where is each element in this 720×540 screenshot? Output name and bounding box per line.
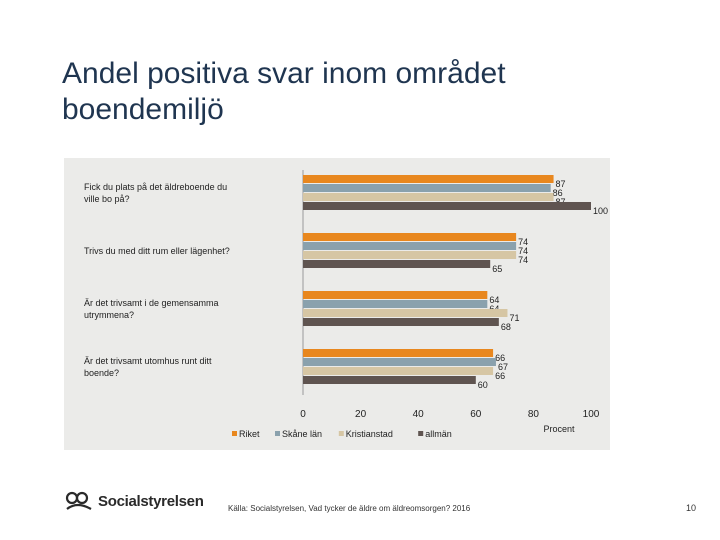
bar-allmän-1 (303, 202, 591, 210)
bar-chart: Fick du plats på det äldreboende du ville… (84, 170, 608, 439)
data-label-4-1: 66 (495, 353, 505, 363)
bar-skåne-län-1 (303, 184, 551, 192)
bar-riket-1 (303, 175, 554, 183)
category-label-3: Är det trivsamt i de gemensamma utrymmena… (84, 298, 219, 320)
socialstyrelsen-emblem-icon (65, 491, 92, 510)
data-label-4-2: 67 (498, 362, 508, 372)
bar-riket-3 (303, 291, 488, 299)
data-label-3-4: 68 (501, 322, 511, 332)
legend-label-2: Skåne län (282, 429, 322, 439)
bar-skåne-län-3 (303, 300, 488, 308)
bar-allmän-3 (303, 318, 499, 326)
logo-text: Socialstyrelsen (98, 492, 204, 510)
bar-kristianstad-2 (303, 251, 517, 259)
bar-kristianstad-1 (303, 193, 554, 201)
bar-kristianstad-4 (303, 367, 494, 375)
data-label-2-1: 74 (518, 237, 528, 247)
x-axis-label: Procent (543, 424, 575, 434)
data-label-1-4: 100 (593, 206, 608, 216)
data-label-4-3: 66 (495, 371, 505, 381)
data-label-3-1: 64 (489, 295, 499, 305)
legend-label-4: allmän (425, 429, 452, 439)
source-note: Källa: Socialstyrelsen, Vad tycker de äl… (228, 504, 471, 513)
x-tick-label-100: 100 (583, 409, 600, 420)
legend-label-1: Riket (239, 429, 260, 439)
bar-riket-2 (303, 233, 517, 241)
data-label-2-2: 74 (518, 246, 528, 256)
data-label-1-1: 87 (556, 179, 566, 189)
bar-riket-4 (303, 349, 494, 357)
x-tick-label-80: 80 (528, 409, 540, 420)
chart-panel: Fick du plats på det äldreboende du ville… (64, 158, 610, 450)
data-label-4-4: 60 (478, 380, 488, 390)
data-label-2-3: 74 (518, 255, 528, 265)
bar-skåne-län-4 (303, 358, 496, 366)
category-label-4: Är det trivsamt utomhus runt ditt boende? (84, 356, 212, 378)
slide-title: Andel positiva svar inom området boendem… (62, 57, 506, 126)
data-label-1-2: 86 (553, 188, 563, 198)
bar-kristianstad-3 (303, 309, 508, 317)
x-tick-label-20: 20 (355, 409, 367, 420)
legend-swatch-3 (338, 431, 344, 436)
socialstyrelsen-logo: Socialstyrelsen (64, 488, 204, 514)
x-tick-label-0: 0 (300, 409, 306, 420)
page-number: 10 (686, 503, 697, 513)
category-label-1: Fick du plats på det äldreboende du ville… (84, 182, 227, 204)
category-label-2: Trivs du med ditt rum eller lägenhet? (84, 246, 230, 256)
legend-label-3: Kristianstad (346, 429, 393, 439)
bar-skåne-län-2 (303, 242, 517, 250)
bar-allmän-4 (303, 376, 476, 384)
bar-allmän-2 (303, 260, 491, 268)
legend-swatch-4 (418, 431, 424, 436)
x-tick-label-60: 60 (470, 409, 482, 420)
x-tick-label-40: 40 (413, 409, 425, 420)
data-label-2-4: 65 (492, 264, 502, 274)
legend-swatch-2 (275, 431, 280, 436)
legend-swatch-1 (232, 431, 237, 436)
data-label-3-3: 71 (509, 313, 519, 323)
